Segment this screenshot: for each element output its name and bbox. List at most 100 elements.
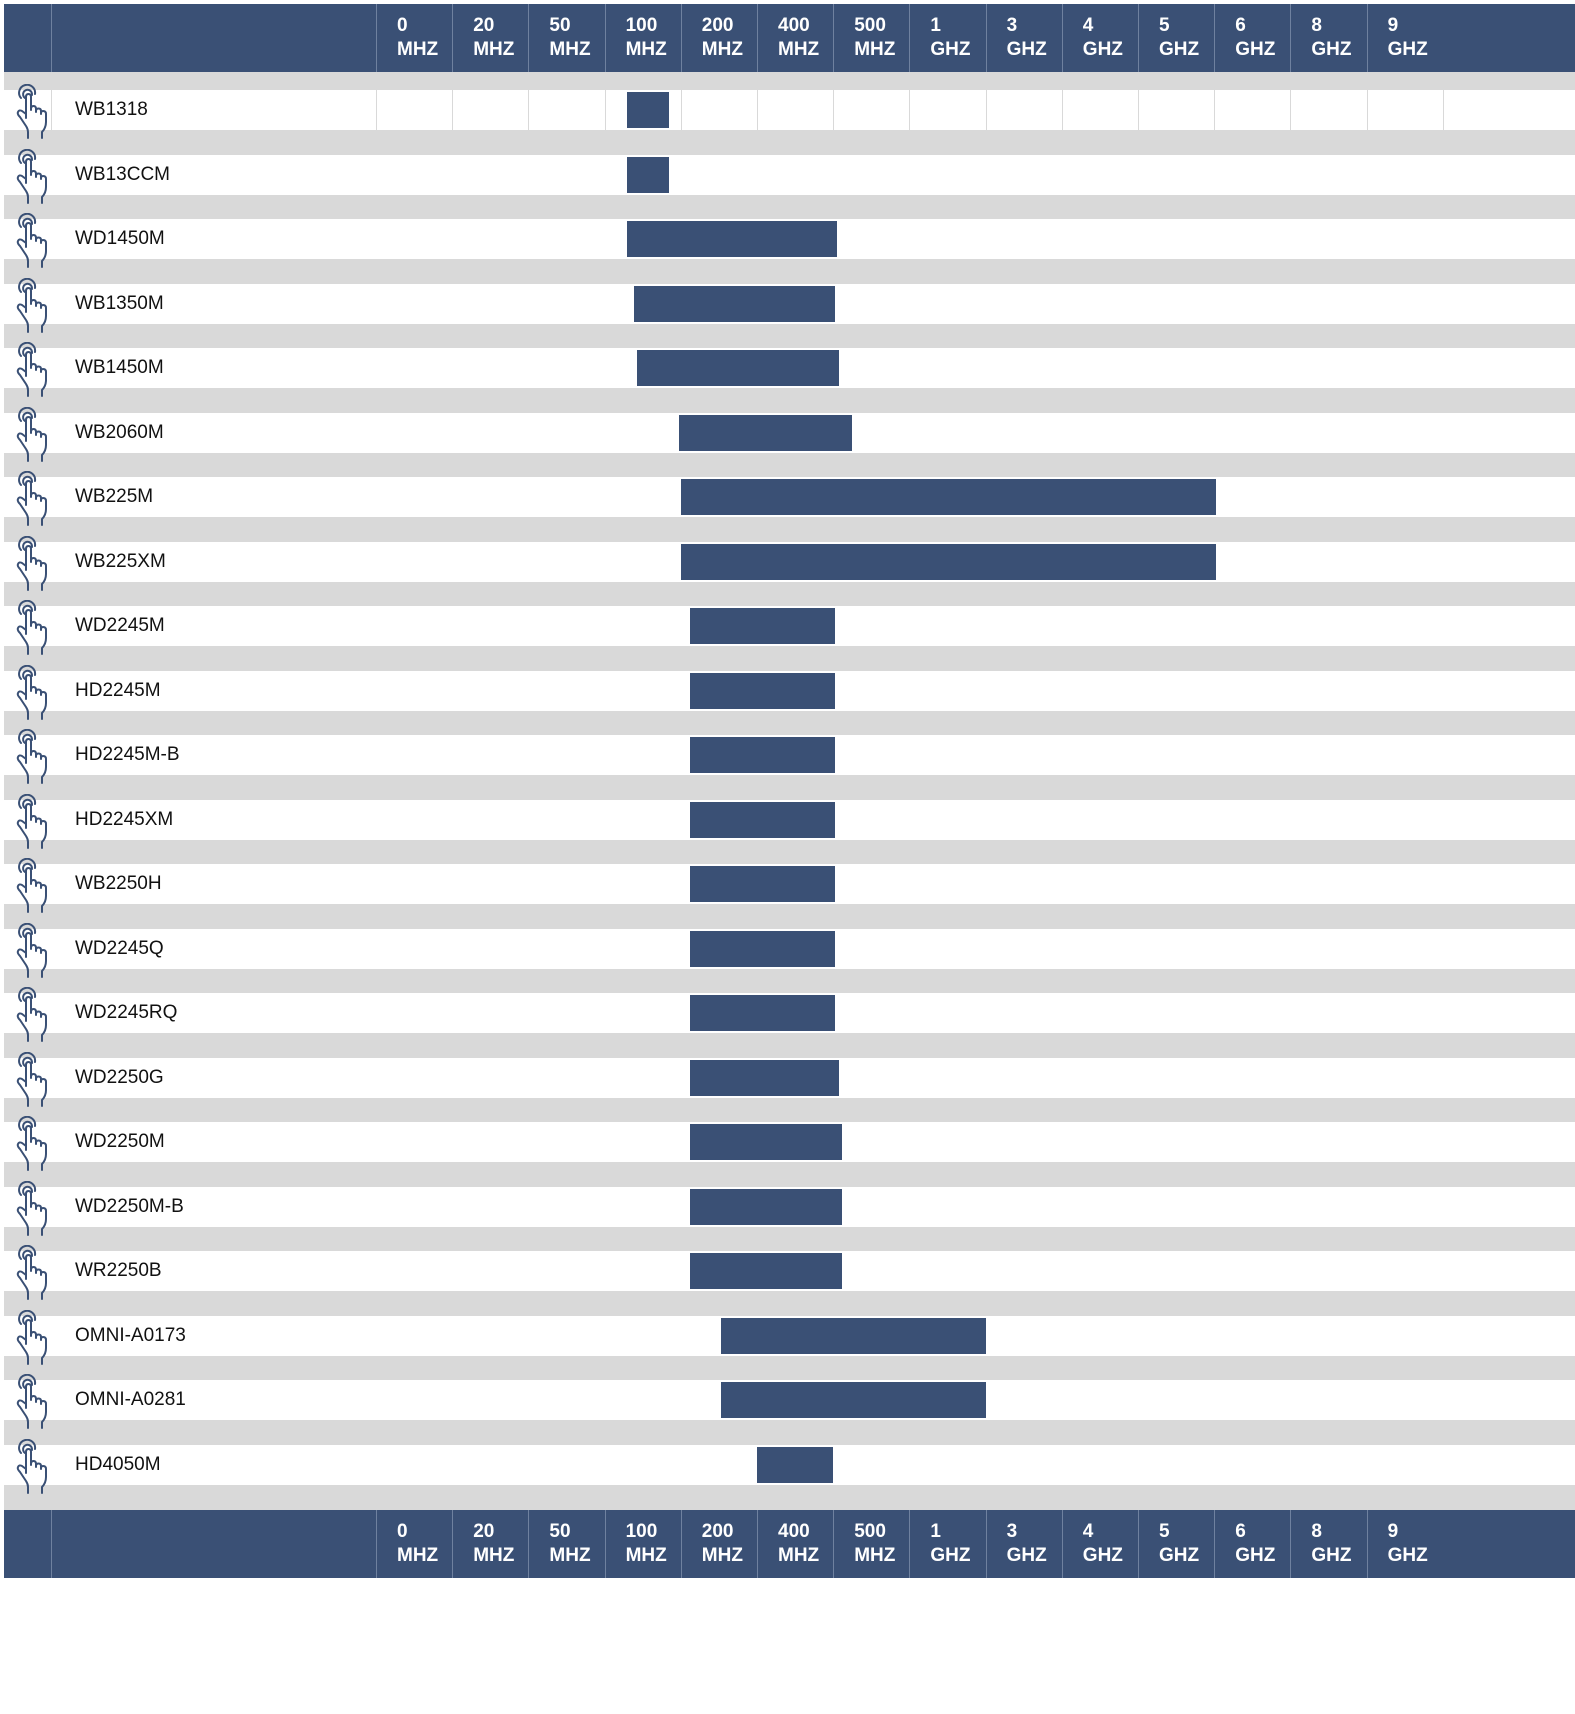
tick-label: 200 MHZ [680,4,757,72]
tick-label: 1 GHZ [909,1510,985,1578]
row-label: WB1450M [75,357,164,378]
tick-value: 6 [1235,15,1246,36]
tick-value: 100 [625,1521,658,1542]
grid-line [1442,72,1444,1510]
range-bar [689,1189,843,1225]
table-row [4,90,1575,130]
row-label: HD2245M [75,680,161,701]
range-bar [680,479,1216,515]
range-bar [627,221,837,257]
row-label: WR2250B [75,1260,162,1281]
tap-hand-icon[interactable] [12,342,52,398]
tick-label: 500 MHZ [833,1510,909,1578]
row-label: HD4050M [75,1454,161,1475]
range-bar [689,1253,843,1289]
tick-label: 8 GHZ [1290,4,1366,72]
grid-line [51,72,52,1510]
tap-hand-icon[interactable] [12,665,52,721]
frequency-header-top: 0 MHZ 20 MHZ 50 MHZ 100 MHZ 200 MHZ 400 MHZ 500 MHZ 1 G… [4,4,1575,72]
tap-hand-icon[interactable] [12,278,52,334]
range-bar [689,866,835,902]
tick-unit: MHZ [549,39,591,60]
tap-hand-icon[interactable] [12,923,52,979]
tick-unit: GHZ [1159,39,1200,60]
tick-unit: MHZ [778,39,820,60]
tap-hand-icon[interactable] [12,84,52,140]
tick-unit: GHZ [1311,1545,1352,1566]
row-label: WB225XM [75,551,166,572]
row-label: WD2245RQ [75,1002,178,1023]
tick-label: 200 MHZ [680,1510,757,1578]
grid-line [680,72,682,1510]
table-row [4,155,1575,195]
tap-hand-icon[interactable] [12,794,52,850]
range-bar [633,286,835,322]
tap-hand-icon[interactable] [12,213,52,269]
grid-line [1061,72,1063,1510]
tap-hand-icon[interactable] [12,1310,52,1366]
row-label: HD2245M-B [75,744,180,765]
tick-value: 5 [1159,1521,1170,1542]
tap-hand-icon[interactable] [12,1245,52,1301]
tap-hand-icon[interactable] [12,1439,52,1495]
tick-unit: MHZ [473,39,515,60]
tick-label: 5 GHZ [1138,4,1214,72]
tick-value: 3 [1006,1521,1018,1542]
tap-hand-icon[interactable] [12,729,52,785]
tick-label: 9 GHZ [1366,1510,1443,1578]
tick-value: 8 [1311,15,1322,36]
row-label: WD1450M [75,228,165,249]
tap-hand-icon[interactable] [12,149,52,205]
tick-unit: GHZ [1311,39,1352,60]
tick-label: 0 MHZ [376,4,452,72]
tick-label: 9 GHZ [1366,4,1443,72]
tick-label: 20 MHZ [452,4,528,72]
tap-hand-icon[interactable] [12,987,52,1043]
tap-hand-icon[interactable] [12,600,52,656]
row-label: WB13CCM [75,164,171,185]
tap-hand-icon[interactable] [12,858,52,914]
tick-label: 400 MHZ [757,4,833,72]
tap-hand-icon[interactable] [12,536,52,592]
tick-label: 5 GHZ [1138,1510,1214,1578]
tick-label: 4 GHZ [1061,4,1138,72]
tick-unit: MHZ [397,39,439,60]
grid-line [1214,72,1216,1510]
row-label: WD2245Q [75,938,164,959]
tick-unit: GHZ [1006,39,1047,60]
range-bar [689,802,835,838]
range-bar [627,92,670,128]
tap-hand-icon[interactable] [12,1374,52,1430]
grid-line [1290,72,1292,1510]
tick-value: 200 [701,15,734,36]
tap-hand-icon[interactable] [12,407,52,463]
tap-hand-icon[interactable] [12,1052,52,1108]
tap-hand-icon[interactable] [12,1181,52,1237]
tick-unit: GHZ [1235,39,1276,60]
frequency-header-bottom: 0 MHZ 20 MHZ 50 MHZ 100 MHZ 200 MHZ 400 MHZ 500 MHZ 1 G… [4,1510,1575,1578]
tick-value: 50 [549,15,571,36]
row-label: OMNI-A0281 [75,1389,186,1410]
tick-unit: MHZ [473,1545,515,1566]
tick-label: 4 GHZ [1061,1510,1138,1578]
tap-hand-icon[interactable] [12,471,52,527]
tick-value: 0 [397,15,408,36]
tick-label: 50 MHZ [528,4,604,72]
grid-line [1366,72,1368,1510]
range-bar [689,1124,843,1160]
range-bar [757,1447,834,1483]
range-bar [689,1060,839,1096]
tap-hand-icon[interactable] [12,1116,52,1172]
row-label: WD2250G [75,1067,164,1088]
row-label: WB1350M [75,293,164,314]
range-bar [627,157,670,193]
tick-value: 0 [397,1521,408,1542]
tick-value: 8 [1311,1521,1322,1542]
range-bar [689,673,835,709]
tick-unit: GHZ [1387,1545,1428,1566]
grid-line [985,72,987,1510]
range-bar [680,544,1216,580]
tick-value: 4 [1082,15,1094,36]
tick-label: 6 GHZ [1214,1510,1290,1578]
range-bar [721,1318,986,1354]
